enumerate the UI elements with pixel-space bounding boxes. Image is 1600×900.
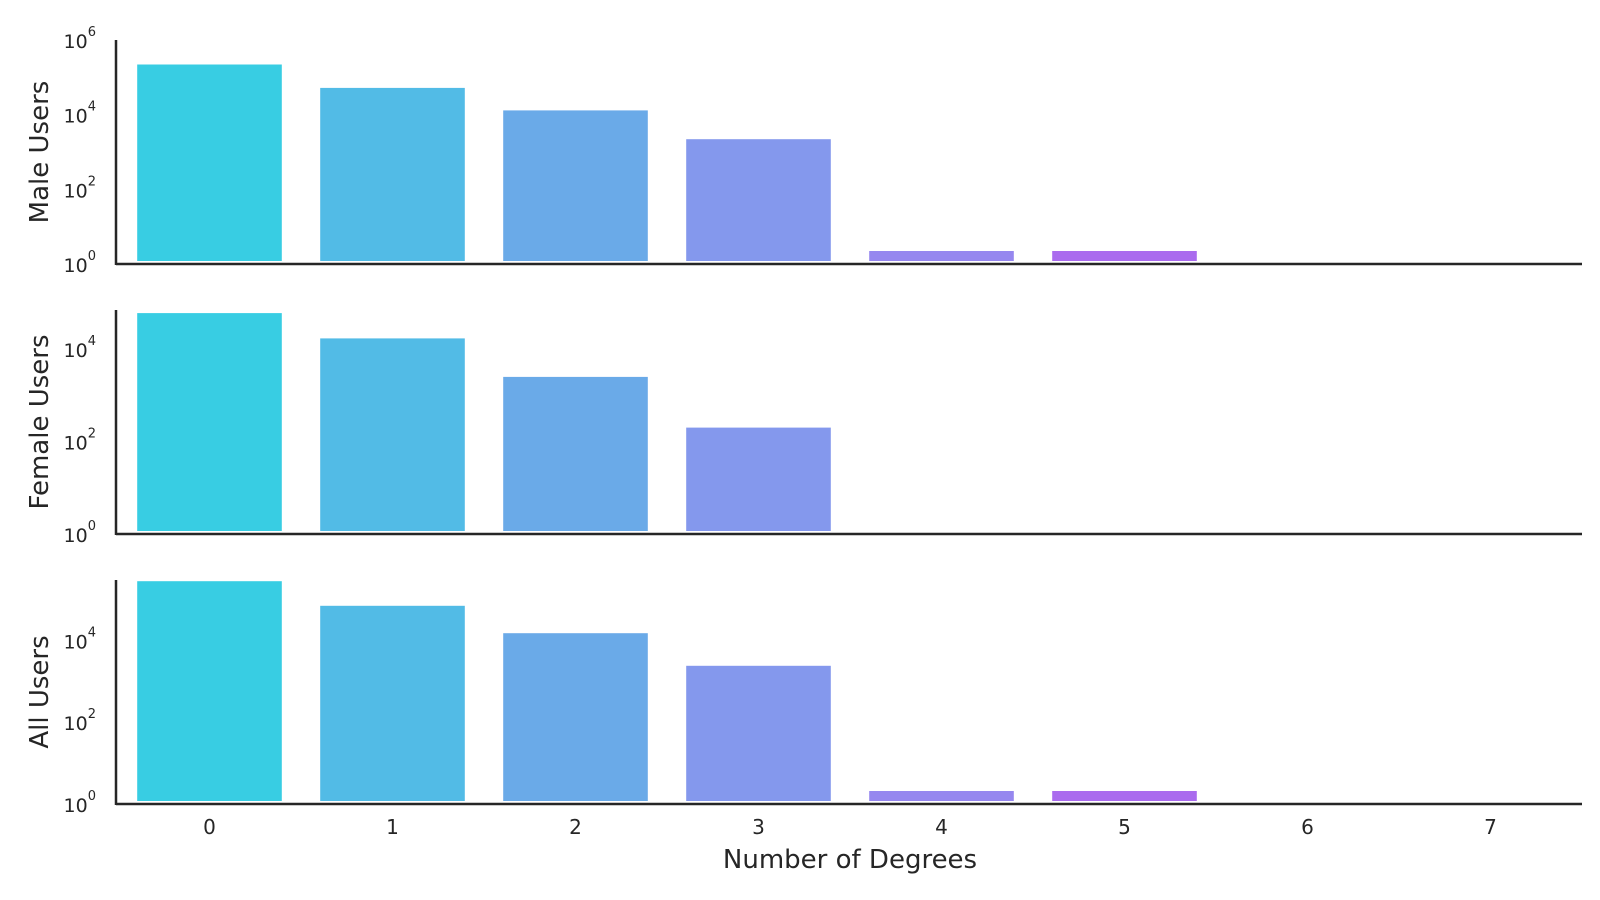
x-axis-label: Number of Degrees xyxy=(723,845,977,875)
y-tick-label: 102 xyxy=(64,174,96,202)
y-tick-label: 104 xyxy=(64,100,96,128)
bar-2 xyxy=(503,376,648,531)
y-axis-label: Male Users xyxy=(25,81,55,224)
bar-0 xyxy=(137,64,282,261)
x-tick-label-0: 0 xyxy=(203,815,216,839)
panel-1: 100 102 104 106 Male Users xyxy=(25,25,1582,277)
y-tick-label: 102 xyxy=(64,427,96,455)
y-tick-label: 102 xyxy=(64,707,96,735)
bar-1 xyxy=(320,605,465,801)
x-tick-label-7: 7 xyxy=(1484,815,1497,839)
y-tick-label: 106 xyxy=(64,25,96,53)
panel-2: 100 102 104 Female Users xyxy=(25,310,1582,547)
x-tick-label-4: 4 xyxy=(935,815,948,839)
x-tick-label-5: 5 xyxy=(1118,815,1131,839)
bar-0 xyxy=(137,581,282,801)
bar-5 xyxy=(1052,251,1197,261)
bar-5 xyxy=(1052,791,1197,801)
x-tick-label-6: 6 xyxy=(1301,815,1314,839)
bar-1 xyxy=(320,87,465,262)
bar-2 xyxy=(503,633,648,801)
bar-2 xyxy=(503,110,648,262)
y-tick-label: 104 xyxy=(64,334,96,362)
y-tick-label: 104 xyxy=(64,625,96,653)
y-tick-label: 100 xyxy=(64,519,96,547)
y-tick-label: 100 xyxy=(64,249,96,277)
x-tick-label-2: 2 xyxy=(569,815,582,839)
y-axis-label: Female Users xyxy=(25,334,55,509)
x-tick-label-3: 3 xyxy=(752,815,765,839)
bar-3 xyxy=(686,427,831,531)
y-axis-label: All Users xyxy=(25,635,55,748)
bar-3 xyxy=(686,139,831,261)
chart-panels: 100 102 104 106 Male Users 100 102 104 Female Us… xyxy=(25,25,1582,817)
bar-3 xyxy=(686,665,831,801)
y-tick-label: 100 xyxy=(64,789,96,817)
panel-3: 100 102 104 All Users xyxy=(25,580,1582,817)
x-tick-label-1: 1 xyxy=(386,815,399,839)
bar-0 xyxy=(137,313,282,531)
bar-4 xyxy=(869,251,1014,261)
x-axis-ticks: 0 1 2 3 4 5 6 7 xyxy=(203,815,1497,839)
bar-1 xyxy=(320,338,465,531)
bar-4 xyxy=(869,791,1014,801)
